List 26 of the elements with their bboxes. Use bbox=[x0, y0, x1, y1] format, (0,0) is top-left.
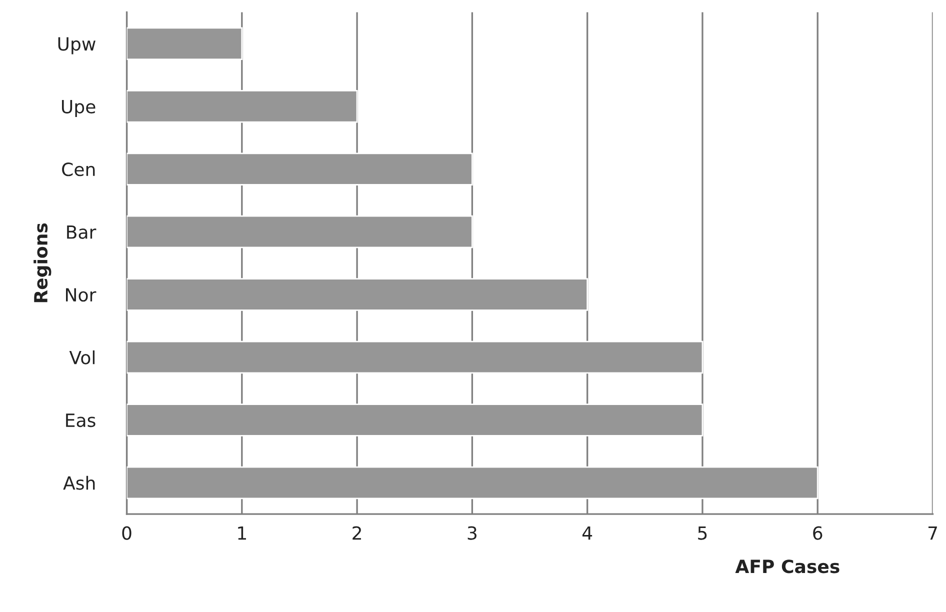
y-axis-title: Regions bbox=[34, 223, 52, 302]
bar bbox=[126, 152, 473, 186]
x-tick-label: 7 bbox=[928, 526, 937, 540]
bar bbox=[126, 340, 704, 374]
bar bbox=[126, 278, 588, 311]
x-tick-label: 3 bbox=[468, 526, 476, 540]
y-tick-label: Vol bbox=[69, 350, 95, 364]
y-tick-label: Upw bbox=[58, 37, 96, 54]
bar bbox=[126, 466, 818, 500]
x-axis-title: AFP Cases bbox=[735, 560, 840, 574]
x-tick-label: 0 bbox=[122, 526, 132, 540]
y-tick-label: Nor bbox=[66, 288, 96, 302]
bar bbox=[126, 90, 358, 123]
y-tick-label: Eas bbox=[66, 414, 96, 428]
bar bbox=[126, 404, 704, 436]
y-tick-label: Upe bbox=[62, 100, 96, 117]
bar bbox=[126, 27, 243, 60]
x-tick-label: 5 bbox=[698, 526, 707, 540]
x-tick-label: 1 bbox=[238, 526, 246, 540]
y-tick-label: Cen bbox=[62, 162, 95, 176]
y-tick-label: Ash bbox=[63, 476, 95, 490]
x-tick-label: 6 bbox=[813, 526, 822, 540]
x-tick-label: 4 bbox=[582, 526, 592, 540]
bar bbox=[126, 215, 473, 248]
x-tick-label: 2 bbox=[352, 526, 361, 540]
y-tick-label: Bar bbox=[67, 225, 96, 239]
